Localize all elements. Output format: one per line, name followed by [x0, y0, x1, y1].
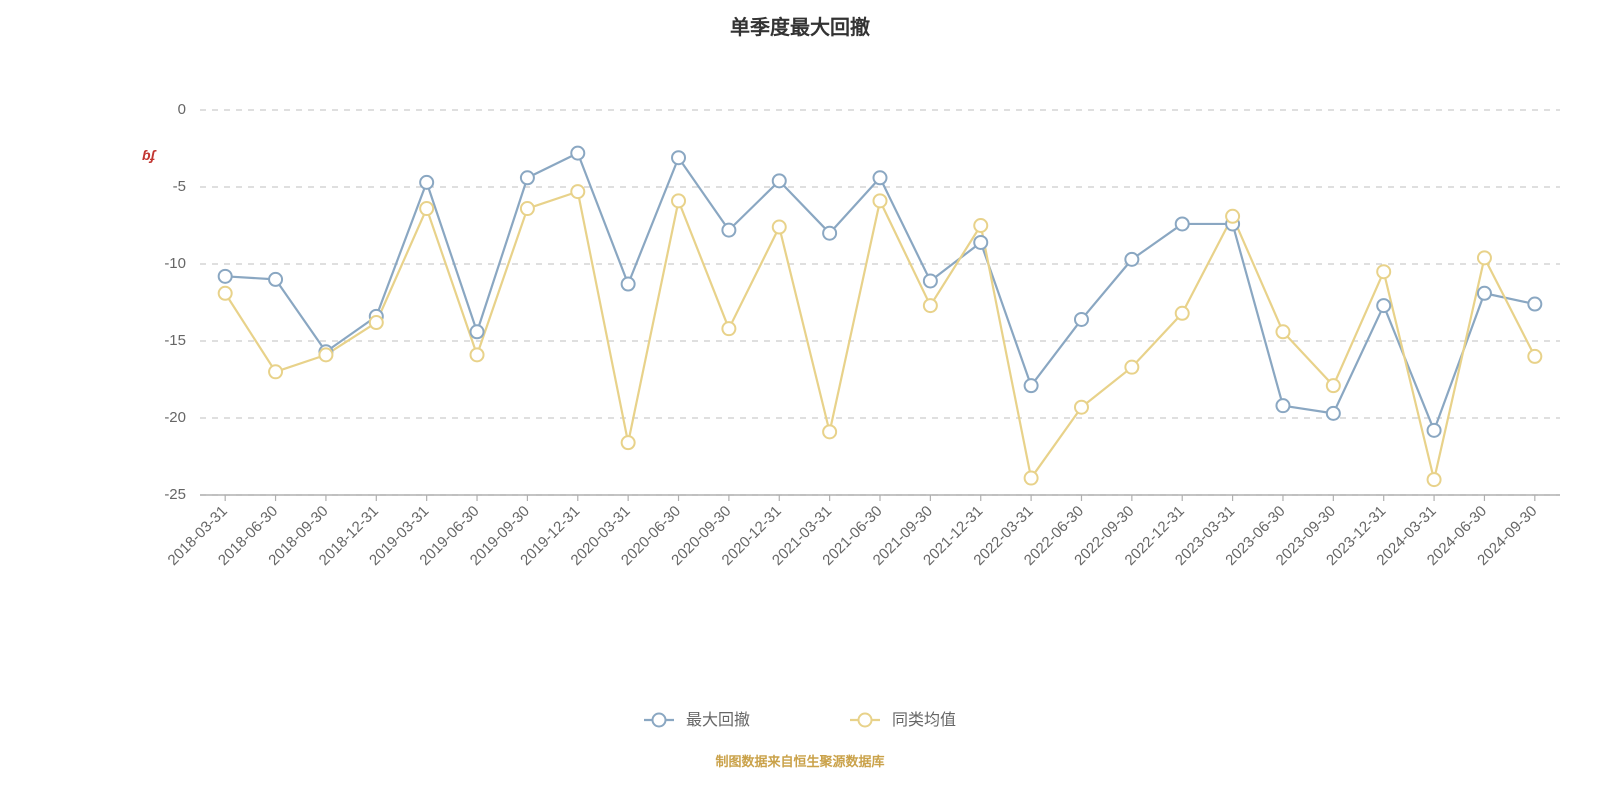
series-marker-max_drawdown: [269, 273, 282, 286]
series-marker-max_drawdown: [722, 224, 735, 237]
series-marker-max_drawdown: [1428, 424, 1441, 437]
series-marker-peer_avg: [471, 348, 484, 361]
series-marker-peer_avg: [1428, 473, 1441, 486]
series-marker-peer_avg: [269, 365, 282, 378]
series-marker-peer_avg: [521, 202, 534, 215]
series-marker-peer_avg: [622, 436, 635, 449]
watermark: ɓʄ: [142, 147, 158, 163]
series-marker-peer_avg: [571, 185, 584, 198]
series-marker-peer_avg: [974, 219, 987, 232]
y-tick-label: -10: [164, 255, 186, 272]
series-marker-peer_avg: [1226, 210, 1239, 223]
series-marker-max_drawdown: [924, 274, 937, 287]
series-marker-max_drawdown: [1276, 399, 1289, 412]
y-tick-label: -20: [164, 409, 186, 426]
series-marker-peer_avg: [924, 299, 937, 312]
series-marker-max_drawdown: [571, 147, 584, 160]
legend-label-max_drawdown[interactable]: 最大回撤: [686, 711, 750, 729]
y-tick-label: -5: [173, 178, 186, 195]
series-marker-peer_avg: [319, 348, 332, 361]
series-marker-peer_avg: [1176, 307, 1189, 320]
chart-svg: 单季度最大回撤ɓʄ0-5-10-15-20-252018-03-312018-0…: [0, 0, 1600, 800]
series-marker-peer_avg: [722, 322, 735, 335]
series-marker-max_drawdown: [521, 171, 534, 184]
series-marker-max_drawdown: [1125, 253, 1138, 266]
series-marker-peer_avg: [1276, 325, 1289, 338]
series-marker-max_drawdown: [672, 151, 685, 164]
series-marker-max_drawdown: [1075, 313, 1088, 326]
y-tick-label: -25: [164, 486, 186, 503]
series-marker-peer_avg: [1075, 401, 1088, 414]
series-marker-peer_avg: [823, 425, 836, 438]
series-marker-max_drawdown: [974, 236, 987, 249]
series-marker-max_drawdown: [219, 270, 232, 283]
series-marker-max_drawdown: [1377, 299, 1390, 312]
series-marker-max_drawdown: [1528, 298, 1541, 311]
series-marker-peer_avg: [370, 316, 383, 329]
chart-title: 单季度最大回撤: [730, 15, 870, 39]
series-marker-max_drawdown: [471, 325, 484, 338]
series-marker-peer_avg: [420, 202, 433, 215]
series-marker-max_drawdown: [1478, 287, 1491, 300]
y-tick-label: -15: [164, 332, 186, 349]
series-marker-peer_avg: [874, 194, 887, 207]
series-marker-peer_avg: [773, 221, 786, 234]
series-line-peer_avg: [225, 192, 1535, 480]
legend-swatch-marker-max_drawdown[interactable]: [653, 714, 666, 727]
chart-container: 单季度最大回撤ɓʄ0-5-10-15-20-252018-03-312018-0…: [0, 0, 1600, 800]
series-marker-peer_avg: [1377, 265, 1390, 278]
series-marker-max_drawdown: [773, 174, 786, 187]
series-marker-peer_avg: [219, 287, 232, 300]
series-marker-max_drawdown: [1327, 407, 1340, 420]
footer-credit: 制图数据来自恒生聚源数据库: [715, 754, 884, 769]
series-marker-peer_avg: [1528, 350, 1541, 363]
series-marker-max_drawdown: [420, 176, 433, 189]
legend: 最大回撤 同类均值: [644, 711, 956, 729]
series-marker-max_drawdown: [874, 171, 887, 184]
series-marker-peer_avg: [672, 194, 685, 207]
series-marker-peer_avg: [1478, 251, 1491, 264]
legend-swatch-marker-peer_avg[interactable]: [859, 714, 872, 727]
series-marker-peer_avg: [1025, 472, 1038, 485]
series-marker-peer_avg: [1125, 361, 1138, 374]
series-marker-peer_avg: [1327, 379, 1340, 392]
series-marker-max_drawdown: [823, 227, 836, 240]
series-marker-max_drawdown: [1176, 217, 1189, 230]
series-marker-max_drawdown: [622, 278, 635, 291]
y-tick-label: 0: [178, 101, 186, 118]
legend-label-peer_avg[interactable]: 同类均值: [892, 711, 956, 729]
series-marker-max_drawdown: [1025, 379, 1038, 392]
